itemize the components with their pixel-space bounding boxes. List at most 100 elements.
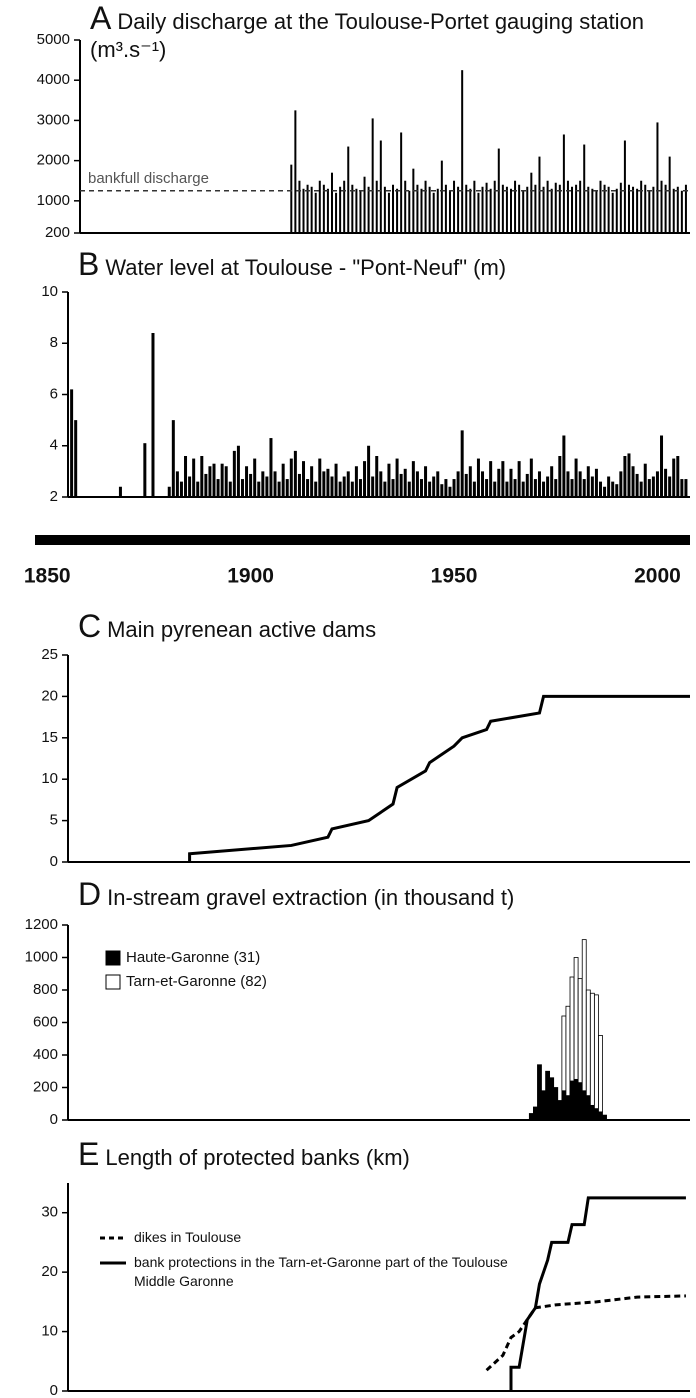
bar	[118, 486, 122, 497]
bar	[526, 186, 529, 233]
bar	[358, 479, 362, 497]
bar-segment	[598, 1035, 603, 1113]
y-tick-label: 10	[41, 1323, 58, 1340]
bar	[367, 445, 371, 497]
bar	[643, 463, 647, 497]
bar-segment	[589, 1104, 595, 1121]
bar	[240, 479, 244, 497]
bar	[505, 481, 509, 497]
bar	[290, 164, 293, 233]
y-tick-label: 20	[41, 1263, 58, 1280]
bar	[424, 466, 428, 497]
bar	[335, 192, 338, 233]
bar	[501, 461, 505, 497]
bar	[668, 156, 671, 233]
bar	[236, 445, 240, 497]
panel-letter: E	[78, 1136, 100, 1172]
bar	[481, 186, 484, 233]
bar	[562, 134, 565, 233]
bar	[595, 190, 598, 233]
bar	[530, 172, 533, 233]
bar	[558, 184, 561, 233]
bar	[607, 186, 610, 233]
bar	[245, 466, 249, 497]
bar	[566, 180, 569, 233]
title-text: Water level at Toulouse - "Pont-Neuf" (m…	[105, 255, 507, 280]
bar	[598, 481, 602, 497]
timeline-bar	[35, 535, 690, 545]
y-tick-label: 4	[50, 437, 58, 454]
bar	[684, 479, 688, 497]
bar	[314, 192, 317, 233]
bar	[428, 481, 432, 497]
bar	[472, 481, 476, 497]
bar	[489, 188, 492, 233]
bar	[151, 333, 155, 497]
y-tick-label: 6	[50, 385, 58, 402]
bar	[432, 476, 436, 497]
bar-segment	[573, 957, 579, 1080]
bar	[436, 188, 439, 233]
bar	[261, 471, 265, 497]
bar	[355, 188, 358, 233]
bar	[457, 186, 460, 233]
bar-segment	[537, 1064, 542, 1121]
bar	[184, 456, 188, 497]
y-tick-label: 2	[50, 488, 58, 505]
bar	[407, 481, 411, 497]
bar	[583, 144, 586, 233]
bar-segment	[569, 1080, 575, 1121]
title-text: Daily discharge at the Toulouse-Portet g…	[90, 9, 645, 62]
legend-label: dikes in Toulouse	[134, 1229, 242, 1245]
bar	[338, 481, 342, 497]
bar	[460, 430, 464, 497]
bar-segment	[598, 1111, 603, 1121]
bar	[326, 188, 329, 233]
bar	[432, 192, 435, 233]
bar	[676, 186, 679, 233]
bar	[453, 180, 456, 233]
bar	[253, 458, 257, 497]
bar	[228, 481, 232, 497]
bar	[436, 471, 440, 497]
bar	[395, 458, 399, 497]
bar	[391, 479, 395, 497]
bar	[476, 458, 480, 497]
bar	[277, 481, 281, 497]
bar	[579, 180, 582, 233]
bar	[359, 190, 362, 233]
bar	[542, 481, 546, 497]
bar	[668, 476, 672, 497]
bar	[485, 479, 489, 497]
bar	[399, 473, 403, 497]
bar	[334, 463, 338, 497]
bar-segment	[561, 1015, 567, 1092]
bar	[481, 471, 485, 497]
bar	[546, 180, 549, 233]
bar	[232, 450, 236, 497]
bar-segment	[594, 1108, 599, 1121]
bar	[477, 192, 480, 233]
y-tick-label: 10	[41, 770, 58, 787]
bar	[627, 184, 630, 233]
bar	[289, 458, 293, 497]
bar	[387, 192, 390, 233]
bar	[212, 463, 216, 497]
bar-segment	[602, 1114, 607, 1121]
bar	[294, 110, 297, 233]
bar	[680, 190, 683, 233]
bar	[400, 132, 403, 233]
bar	[542, 186, 545, 233]
bar	[469, 188, 472, 233]
bar	[179, 481, 183, 497]
bar-segment	[585, 989, 591, 1097]
bar	[322, 471, 326, 497]
y-tick-label: 15	[41, 729, 58, 746]
reference-label: bankfull discharge	[88, 170, 209, 187]
y-tick-label: 3000	[37, 111, 70, 128]
bar	[371, 476, 375, 497]
bar	[306, 479, 310, 497]
bar	[514, 180, 517, 233]
bar	[619, 182, 622, 233]
